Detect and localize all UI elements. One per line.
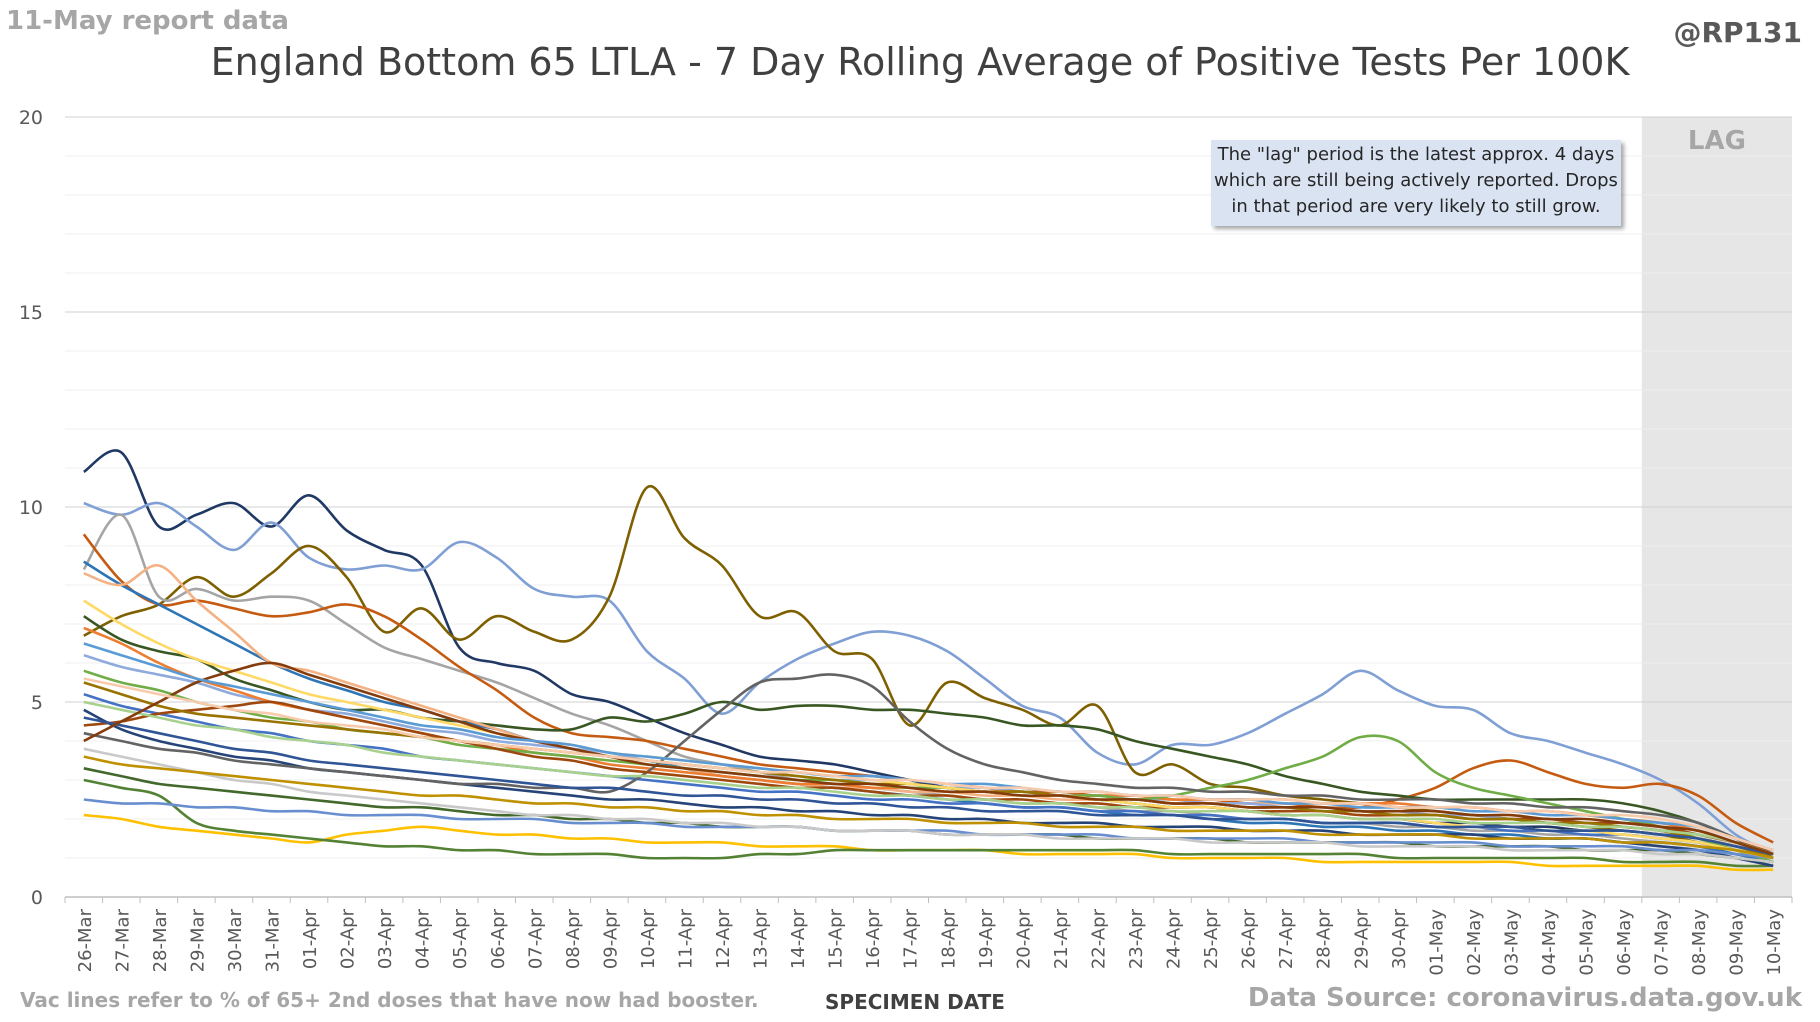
x-tick-label: 01-May [1426,909,1447,976]
x-tick-label: 06-May [1614,909,1635,976]
x-tick-label: 02-Apr [338,908,359,969]
x-tick-label: 19-Apr [976,908,997,969]
x-tick-label: 28-Mar [150,908,171,972]
y-tick-label: 20 [19,107,43,129]
x-tick-label: 14-Apr [788,908,809,969]
x-tick-label: 30-Apr [1389,908,1410,969]
series-line-20 [83,798,1774,860]
x-tick-label: 16-Apr [863,908,884,969]
x-tick-label: 21-Apr [1051,908,1072,969]
x-tick-label: 04-Apr [413,908,434,969]
series-line-28 [83,677,1774,852]
x-tick-label: 07-May [1652,909,1673,976]
series-line-22 [83,747,1774,864]
x-tick-label: 05-May [1577,909,1598,976]
x-tick-label: 17-Apr [901,908,922,969]
footnote: Vac lines refer to % of 65+ 2nd doses th… [20,988,759,1012]
series-line-24 [83,700,1774,856]
x-tick-label: 03-Apr [375,908,396,969]
series-line-16 [83,673,1774,856]
series-line-6 [83,615,1774,860]
x-axis-title: SPECIMEN DATE [825,990,1005,1014]
x-tick-label: 20-Apr [1013,908,1034,969]
x-tick-label: 24-Apr [1164,908,1185,969]
x-tick-label: 11-Apr [675,908,696,969]
x-tick-label: 15-Apr [826,908,847,969]
x-tick-label: 09-May [1727,909,1748,976]
x-tick-label: 26-Apr [1239,908,1260,969]
y-tick-label: 5 [31,692,43,714]
x-tick-label: 27-Mar [112,908,133,972]
x-tick-label: 29-Mar [187,908,208,972]
series-line-26 [83,755,1774,860]
series-line-25 [83,661,1774,856]
x-tick-label: 12-Apr [713,908,734,969]
y-tick-label: 10 [19,497,43,519]
series-line-12 [83,692,1774,860]
y-tick-label: 15 [19,302,43,324]
x-tick-label: 18-Apr [938,908,959,969]
x-tick-label: 23-Apr [1126,908,1147,969]
x-tick-label: 22-Apr [1088,908,1109,969]
x-tick-label: 04-May [1539,909,1560,976]
x-tick-label: 25-Apr [1201,908,1222,969]
report-date-label: 11-May report data [6,6,289,36]
x-tick-label: 07-Apr [525,908,546,969]
x-axis-ticks: 26-Mar 27-Mar 28-Mar 29-Mar 30-Mar 31-Mar 01-A… [75,908,1785,975]
y-axis-ticks: 0 5 10 15 20 [19,107,43,909]
x-tick-label: 08-Apr [563,908,584,969]
x-tick-label: 29-Apr [1351,908,1372,969]
x-tick-label: 10-Apr [638,908,659,969]
x-tick-label: 03-May [1501,909,1522,976]
x-tick-label: 10-May [1764,909,1785,976]
x-tick-label: 27-Apr [1276,908,1297,969]
author-handle: @RP131 [1673,16,1802,49]
series-line-10 [83,778,1774,868]
x-tick-label: 09-Apr [600,908,621,969]
x-tick-label: 28-Apr [1314,908,1335,969]
series-line-2 [83,501,1774,856]
x-tick-label: 02-May [1464,909,1485,976]
chart-title: England Bottom 65 LTLA - 7 Day Rolling A… [210,40,1630,84]
lag-annotation: The "lag" period is the latest approx. 4… [1211,140,1621,226]
x-tick-label: 13-Apr [751,908,772,969]
x-tick-label: 06-Apr [488,908,509,969]
x-tick-label: 05-Apr [450,908,471,969]
x-tick-label: 31-Mar [262,908,283,972]
series-lines [82,449,1774,872]
x-tick-label: 26-Mar [75,908,96,972]
series-line-23 [83,716,1774,856]
x-tick-label: 30-Mar [225,908,246,972]
data-source: Data Source: coronavirus.data.gov.uk [1247,983,1802,1013]
x-tick-label: 08-May [1689,909,1710,976]
lag-label: LAG [1688,126,1746,156]
x-tick-label: 01-Apr [300,908,321,969]
y-tick-label: 0 [31,887,43,909]
